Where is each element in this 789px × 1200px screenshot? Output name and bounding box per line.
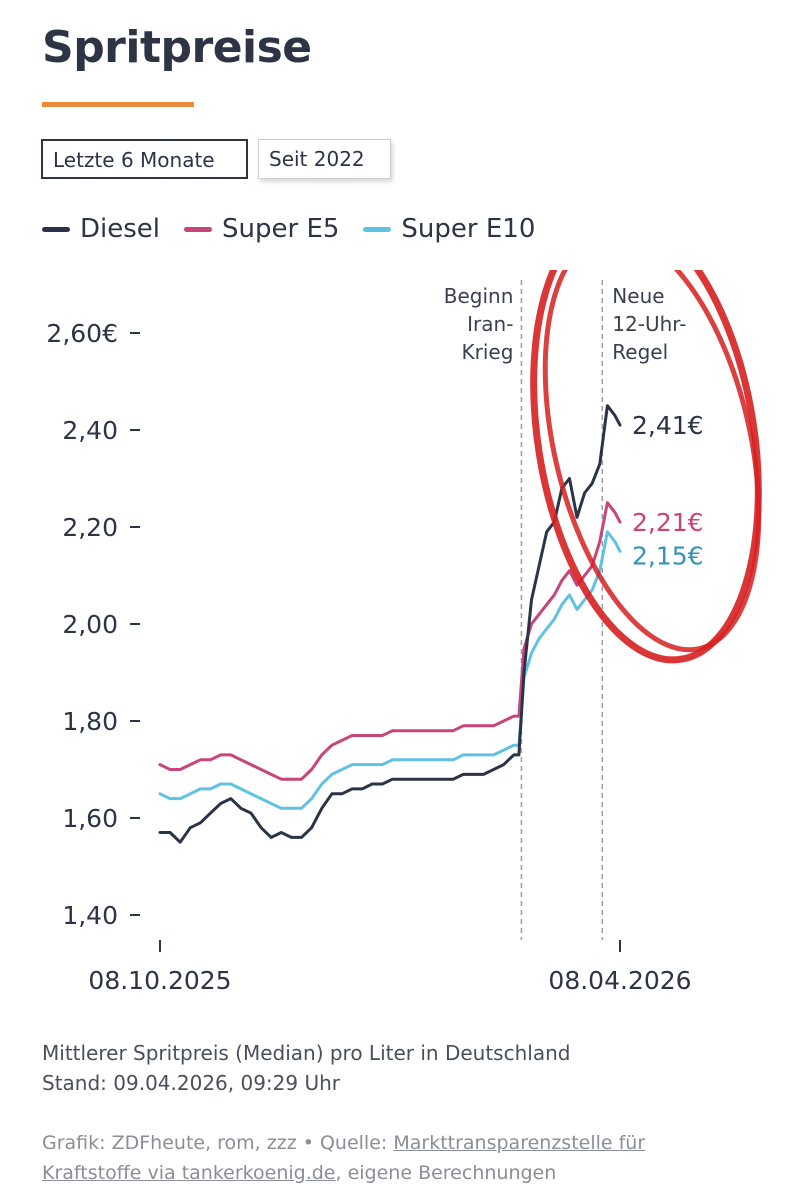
tab-last-6-months[interactable]: Letzte 6 Monate [41,139,248,179]
annotation-label: Regel [612,340,668,364]
annotation-label: 12-Uhr- [612,312,686,336]
legend-label-diesel: Diesel [80,214,161,244]
end-value-label: 2,41€ [632,411,704,440]
annotation-label: Iran- [467,312,513,336]
x-tick-label: 08.10.2025 [88,966,231,995]
tab-since-2022[interactable]: Seit 2022 [258,139,391,179]
series-line-super-e5 [158,501,622,781]
y-tick-label: 2,00 [62,610,118,639]
chart-note-median: Mittlerer Spritpreis (Median) pro Liter … [42,1041,571,1065]
chart-legend: Diesel Super E5 Super E10 [42,214,559,244]
legend-item-diesel[interactable]: Diesel [42,214,160,244]
y-tick-label: 1,40 [62,901,118,930]
y-tick-label: 1,60 [62,804,118,833]
fuel-price-chart: 1,40 1,60 1,80 2,00 2,20 2,40 2,60€ 08.10.2025 0… [46,270,762,995]
legend-swatch-diesel [42,226,70,232]
y-tick-label: 1,80 [62,707,118,736]
y-tick-label: 2,40 [62,416,118,445]
source-prefix: Grafik: ZDFheute, rom, zzz • Quelle: [42,1132,394,1154]
y-tick-label: 2,20 [62,513,118,542]
source-link-part2[interactable]: Kraftstoffe via tankerkoenig.de [42,1162,336,1184]
end-value-label: 2,15€ [632,541,704,570]
legend-item-super-e5[interactable]: Super E5 [184,214,339,244]
chart-source: Grafik: ZDFheute, rom, zzz • Quelle: Mar… [42,1128,645,1188]
title-accent-bar [42,102,194,107]
legend-swatch-super-e5 [184,226,213,232]
annotation-label: Krieg [462,340,514,364]
annotation-label: Beginn [444,284,514,308]
y-tick-label: 2,60€ [46,319,118,348]
legend-label-super-e5: Super E5 [222,214,340,244]
highlight-ring-inner [542,270,762,653]
source-link-part1[interactable]: Markttransparenzstelle für [393,1132,646,1154]
end-value-label: 2,21€ [632,508,704,537]
series-line-diesel [158,404,622,844]
page-title: Spritpreise [42,22,312,73]
chart-note-timestamp: Stand: 09.04.2026, 09:29 Uhr [42,1071,341,1095]
legend-label-super-e10: Super E10 [401,214,536,244]
legend-item-super-e10[interactable]: Super E10 [363,214,535,244]
highlight-ring [530,270,762,664]
legend-swatch-super-e10 [363,226,392,232]
source-suffix: , eigene Berechnungen [335,1162,557,1184]
annotation-label: Neue [612,284,664,308]
series-line-super-e10 [158,530,622,810]
x-tick-label: 08.04.2026 [548,966,691,995]
